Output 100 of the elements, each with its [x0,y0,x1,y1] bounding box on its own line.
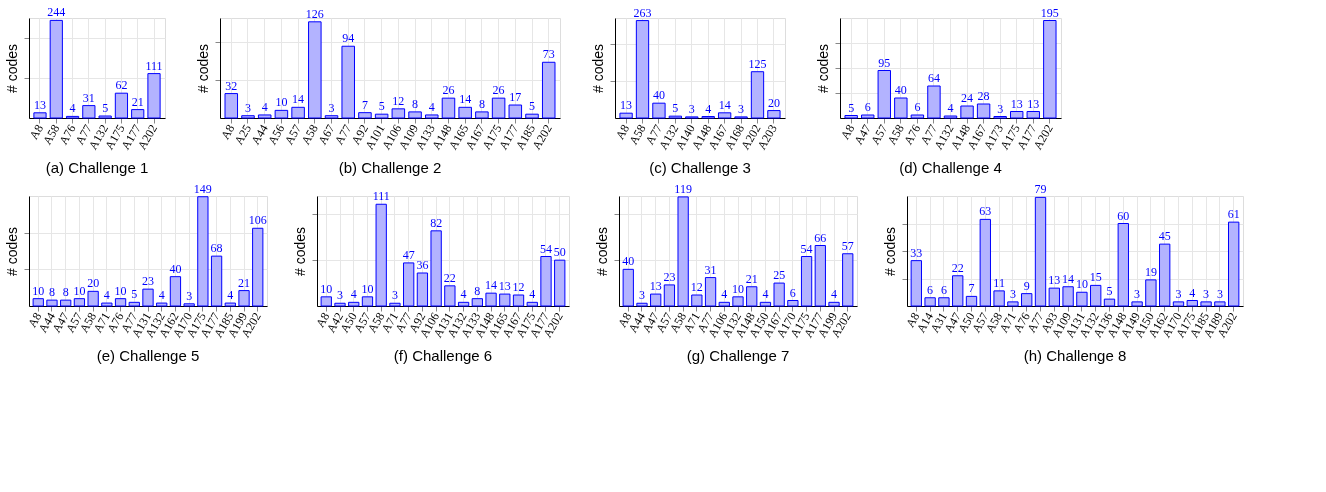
data-label: 6 [927,282,934,297]
data-label: 13 [620,98,633,113]
bar [324,115,339,119]
data-label: 10 [275,95,288,110]
data-label: 9 [1023,278,1030,293]
bar [636,302,648,307]
data-label: 14 [292,92,305,107]
data-label: 10 [32,283,45,298]
text: (g) Challenge 7 [686,347,790,365]
data-label: 63 [979,204,992,219]
data-label: 25 [773,268,786,283]
bar [403,262,415,307]
bar [525,113,539,119]
bar [389,302,401,307]
bar [499,293,511,307]
data-label: 4 [350,287,357,302]
bar [938,297,950,307]
data-label: 12 [392,93,405,108]
data-label: 3 [186,288,193,303]
data-label: 10 [1075,277,1088,292]
data-label: 149 [193,181,212,196]
data-label: 6 [789,285,796,300]
data-label: 32 [225,78,238,93]
y-axis-title: # codes [4,43,20,94]
bar [46,299,58,307]
data-label: 10 [73,283,86,298]
data-label: 3 [997,101,1004,116]
data-label: 20 [87,276,100,291]
data-label: 21 [238,275,251,290]
bar [1214,301,1226,307]
bar [800,256,813,307]
bar [156,302,168,307]
data-label: 4 [261,99,268,114]
bar [512,294,525,307]
bar [1076,291,1088,307]
text: (b) Challenge 2 [338,159,442,177]
bar [943,115,958,119]
bar [444,285,456,307]
bar [1043,20,1057,119]
bar [650,293,662,307]
bar [320,296,332,307]
text: (f) Challenge 6 [393,347,493,365]
text: (c) Challenge 3 [649,159,751,177]
data-label: 126 [305,6,324,21]
data-label: 20 [767,95,780,110]
data-label: 21 [131,94,144,109]
bar [73,298,86,307]
data-label: 66 [814,230,827,245]
data-label: 13 [33,97,46,112]
bar [458,106,472,119]
data-label: 7 [361,97,368,112]
bar [441,97,456,119]
text: (d) Challenge 4 [899,159,1002,177]
data-label: 3 [337,288,343,303]
data-label: 22 [443,270,456,285]
data-label: 8 [412,96,419,111]
bar [1200,301,1212,307]
bar [787,300,799,307]
data-label: 40 [169,261,182,276]
data-label: 4 [428,99,435,114]
bar [1090,284,1102,307]
bar [1117,223,1129,307]
data-label: 5 [848,100,855,115]
data-label: 13 [1048,273,1061,288]
data-label: 14 [459,92,472,107]
data-label: 15 [1089,270,1102,285]
y-axis-title: # codes [882,226,898,277]
data-label: 28 [977,89,990,103]
bar [131,109,145,119]
bar [652,102,666,119]
bar [291,106,305,119]
data-label: 45 [1158,229,1171,244]
data-label: 3 [1175,286,1182,301]
bar [952,275,964,307]
data-label: 47 [402,247,415,262]
data-label: 13 [498,279,511,294]
bar [491,97,506,119]
bar [541,61,556,119]
data-label: 22 [951,260,964,275]
data-label: 6 [940,282,947,297]
bar [128,301,140,307]
bar [927,85,941,119]
bar [197,196,209,307]
bar [718,301,730,307]
text: (e) Challenge 5 [96,347,200,365]
bar [485,292,497,307]
data-label: 24 [961,91,974,105]
y-axis-title: # codes [590,43,606,94]
data-label: 62 [115,78,128,93]
data-label: 23 [142,274,154,289]
data-label: 4 [460,287,467,302]
data-label: 10 [114,283,127,298]
data-label: 54 [800,241,813,256]
bar [540,256,552,307]
bar [147,73,161,119]
data-label: 7 [968,281,975,296]
data-label: 10 [732,281,744,296]
bar [924,297,936,307]
data-label: 12 [690,280,703,294]
data-label: 5 [672,101,679,116]
